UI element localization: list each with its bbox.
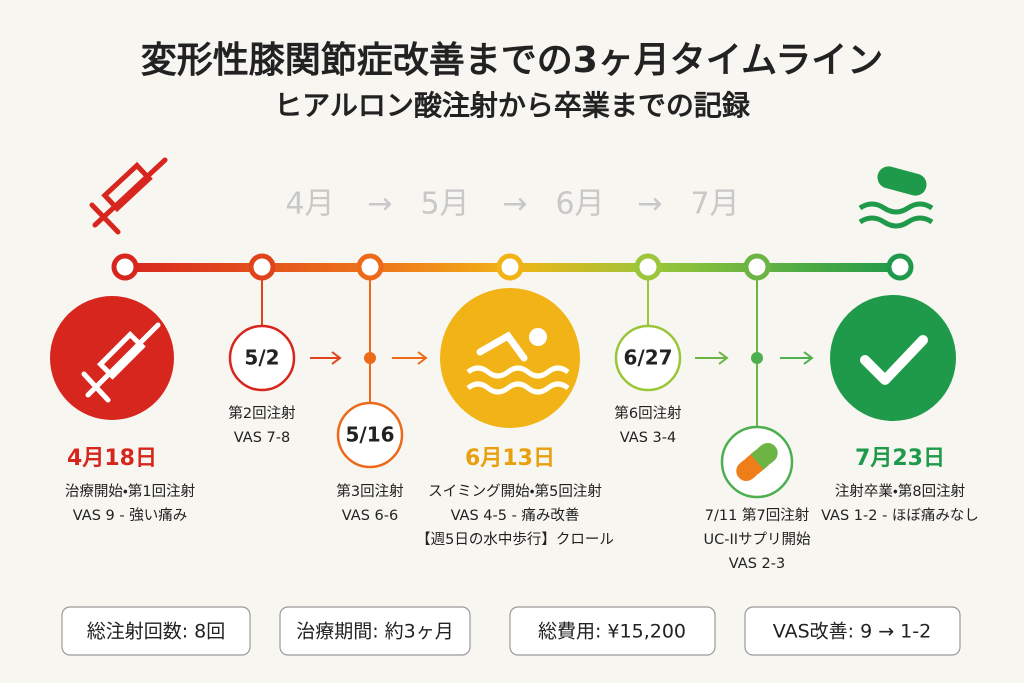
event-dot bbox=[364, 352, 376, 364]
event-date: 4月18日 bbox=[67, 446, 157, 471]
month-arrow: → bbox=[367, 187, 392, 222]
month: 6月 bbox=[555, 187, 604, 222]
event-date: 5/2 bbox=[244, 346, 279, 370]
event-text: スイミング開始・第5回注射 bbox=[428, 483, 602, 500]
event-text: VAS 7-8 bbox=[234, 430, 290, 446]
pill-wave-icon bbox=[858, 166, 934, 229]
check-icon bbox=[860, 335, 928, 385]
month: 5月 bbox=[420, 187, 469, 222]
event-text: 【週5日の水中歩行】クロール bbox=[416, 531, 614, 548]
event-dot bbox=[751, 352, 763, 364]
title: 変形性膝関節症改善までの3ヶ月タイムライン bbox=[141, 40, 884, 81]
swim-circle bbox=[440, 288, 580, 428]
summary-text: VAS改善: 9 → 1-2 bbox=[773, 621, 931, 643]
event-text: UC-IIサプリ開始 bbox=[703, 531, 811, 548]
summary-text: 治療期間: 約3ヶ月 bbox=[296, 621, 454, 643]
event-text: VAS 3-4 bbox=[620, 430, 676, 446]
event-text: VAS 9 - 強い痛み bbox=[73, 507, 187, 524]
event-text: 第2回注射 bbox=[228, 405, 295, 422]
event-text: VAS 1-2 - ほぼ痛みなし bbox=[821, 507, 979, 524]
event-text: 注射卒業・第8回注射 bbox=[835, 483, 965, 500]
goal-circle bbox=[830, 295, 956, 421]
flow-arrows bbox=[310, 351, 814, 365]
event-circle bbox=[228, 324, 296, 392]
event-date: 7月23日 bbox=[855, 446, 945, 471]
summary-text: 総費用: ¥15,200 bbox=[538, 621, 686, 643]
event-text: 第3回注射 bbox=[336, 483, 403, 500]
event-text: 治療開始・第1回注射 bbox=[65, 483, 195, 500]
month-arrow: → bbox=[502, 187, 527, 222]
event-circle bbox=[614, 324, 682, 392]
month: 4月 bbox=[285, 187, 334, 222]
event-circle bbox=[336, 401, 404, 469]
event-text: 第6回注射 bbox=[614, 405, 681, 422]
event-text: VAS 2-3 bbox=[729, 556, 785, 572]
month-arrow: → bbox=[637, 187, 662, 222]
event-text: VAS 4-5 - 痛み改善 bbox=[451, 507, 580, 524]
syringe-icon bbox=[81, 322, 161, 403]
swim-icon bbox=[466, 328, 570, 395]
event-date: 6月13日 bbox=[465, 446, 555, 471]
start-circle bbox=[50, 296, 174, 420]
event-date: 7/11 第7回注射 bbox=[705, 507, 809, 524]
summary-boxes bbox=[61, 606, 961, 656]
summary-text: 総注射回数: 8回 bbox=[87, 621, 226, 643]
month: 7月 bbox=[690, 187, 739, 222]
subtitle: ヒアルロン酸注射から卒業までの記録 bbox=[274, 89, 751, 122]
syringe-icon bbox=[89, 157, 168, 235]
event-date: 6/27 bbox=[623, 346, 672, 370]
pill-icon bbox=[736, 443, 778, 481]
event-date: 5/16 bbox=[345, 423, 394, 447]
event-text: VAS 6-6 bbox=[342, 508, 398, 524]
